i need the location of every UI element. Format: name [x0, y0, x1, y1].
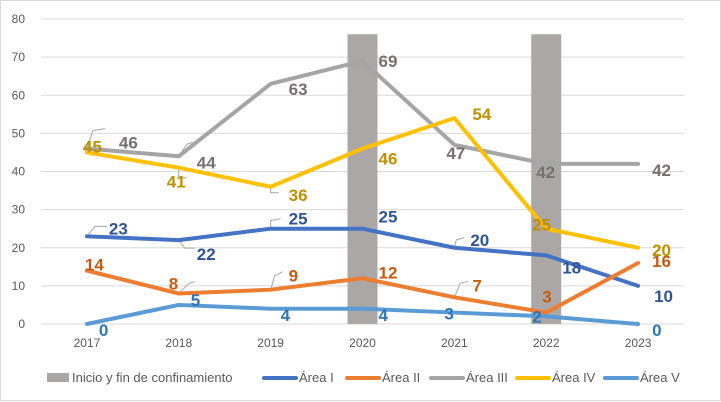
x-tick-label: 2017: [74, 336, 101, 350]
data-label-area-5: 3: [444, 305, 453, 324]
data-label-area-5: 0: [652, 321, 661, 340]
data-label-area-3: 47: [446, 144, 465, 163]
y-tick-label: 10: [12, 279, 26, 293]
data-label-area-2: 12: [379, 263, 398, 282]
data-label-area-4: 41: [167, 173, 186, 192]
confinement-bar-2020: [347, 34, 378, 324]
y-tick-label: 20: [12, 241, 26, 255]
data-label-area-4: 20: [652, 241, 671, 260]
leader-line: [178, 281, 195, 294]
series-line-area-5: [84, 302, 641, 326]
legend-label-area-1: Área I: [299, 370, 334, 385]
data-label-area-3: 63: [289, 80, 308, 99]
data-label-area-1: 20: [470, 231, 489, 250]
data-label-area-1: 22: [197, 245, 216, 264]
leader-line: [178, 239, 195, 249]
y-tick-label: 50: [12, 126, 26, 140]
data-label-area-4: 46: [379, 150, 398, 169]
data-label-area-1: 10: [654, 287, 673, 306]
y-tick-label: 0: [18, 317, 25, 331]
x-tick-label: 2018: [165, 336, 192, 350]
data-label-area-2: 9: [289, 267, 298, 286]
x-axis: 2017 2018 2019 2020 2021 2022 2023: [74, 336, 652, 350]
y-tick-label: 70: [12, 50, 26, 64]
confinement-bar-2022: [531, 34, 562, 324]
data-label-area-5: 0: [99, 321, 108, 340]
legend-label-area-4: Área IV: [552, 370, 596, 385]
series-line-area-4: [84, 116, 641, 250]
x-tick-label: 2019: [257, 336, 284, 350]
data-label-area-5: 4: [281, 306, 291, 325]
legend-label-area-3: Área III: [466, 370, 508, 385]
data-label-area-4: 25: [532, 216, 551, 235]
y-axis: 0 10 20 30 40 50 60 70 80: [12, 12, 26, 331]
data-label-area-2: 16: [652, 252, 671, 271]
data-label-area-5: 2: [532, 307, 541, 326]
data-label-area-2: 7: [472, 276, 481, 295]
leader-line: [178, 167, 187, 179]
legend-label-area-5: Área V: [640, 370, 680, 385]
data-label-area-2: 8: [169, 275, 178, 294]
legend-swatch-confinement: [47, 373, 69, 382]
legend: Inicio y fin de confinamiento Área I Área …: [47, 370, 680, 385]
data-label-area-1: 25: [379, 208, 398, 227]
y-tick-label: 80: [12, 12, 26, 26]
x-tick-label: 2020: [349, 336, 376, 350]
legend-label-confinement: Inicio y fin de confinamiento: [72, 370, 232, 385]
data-label-area-4: 54: [472, 105, 491, 124]
data-label-area-4: 45: [83, 137, 102, 156]
y-tick-label: 30: [12, 203, 26, 217]
y-tick-label: 60: [12, 88, 26, 102]
leader-line: [362, 214, 377, 229]
data-label-area-3: 46: [119, 134, 138, 153]
confinement-bars: [347, 34, 562, 324]
series-line-area-1: [84, 226, 641, 288]
leader-line: [453, 237, 465, 248]
series-line-area-3: [84, 58, 641, 166]
data-label-area-1: 25: [289, 210, 308, 229]
data-label-area-5: 5: [191, 291, 200, 310]
legend-label-area-2: Área II: [382, 370, 420, 385]
data-label-area-1: 23: [109, 219, 128, 238]
leader-line: [270, 218, 281, 229]
leader-line: [86, 128, 106, 149]
data-label-area-3: 42: [652, 161, 671, 180]
data-label-area-5: 4: [379, 306, 389, 325]
leader-line: [453, 280, 469, 298]
x-tick-label: 2021: [441, 336, 468, 350]
leader-line: [86, 225, 107, 237]
data-label-area-2: 14: [85, 256, 104, 275]
x-tick-label: 2023: [625, 336, 652, 350]
leader-lines: [86, 128, 469, 298]
leader-line: [270, 186, 279, 194]
data-label-area-3: 69: [379, 52, 398, 71]
data-label-area-2: 3: [542, 288, 551, 307]
x-tick-label: 2022: [533, 336, 560, 350]
leader-line: [270, 271, 283, 290]
data-label-area-1: 18: [562, 258, 581, 277]
data-label-area-3: 44: [197, 153, 216, 172]
data-label-area-4: 36: [289, 186, 308, 205]
series-lines: [84, 58, 641, 326]
data-label-area-3: 42: [536, 163, 555, 182]
y-tick-label: 40: [12, 165, 26, 179]
series-line-area-2: [84, 261, 641, 315]
